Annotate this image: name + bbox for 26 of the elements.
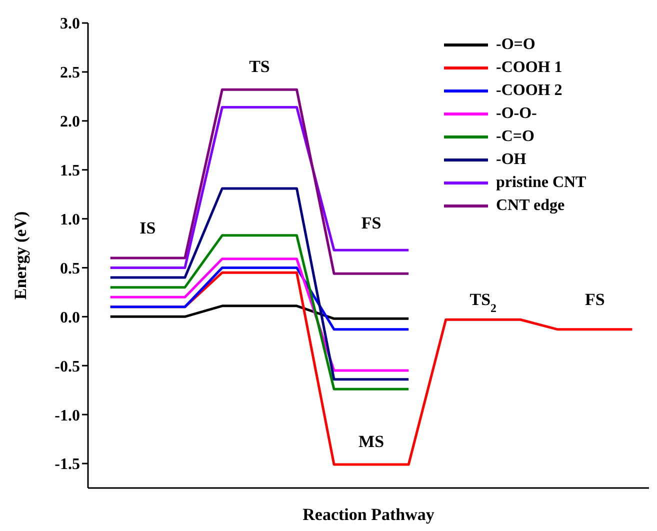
y-tick-label: 1.0	[60, 211, 80, 228]
y-tick-label: 2.5	[60, 64, 80, 82]
y-tick-label: -1.0	[54, 407, 80, 424]
legend-label: -COOH 2	[496, 82, 562, 100]
annotation: FS	[585, 290, 605, 309]
annotation: TS$_{2}$	[470, 290, 497, 315]
legend-label: pristine CNT	[496, 174, 586, 192]
y-tick-label: 1.5	[60, 162, 80, 180]
legend-label: CNT edge	[496, 197, 565, 215]
legend-label: -O=O	[496, 36, 536, 54]
y-tick-label: 0.0	[60, 309, 80, 326]
y-axis-title: Energy (eV)	[11, 211, 30, 300]
legend-label: -COOH 1	[496, 59, 562, 77]
y-tick-label: 2.0	[60, 114, 80, 131]
y-tick-label: 3.0	[60, 16, 80, 33]
y-tick-label: -0.5	[54, 358, 80, 376]
annotation: TS	[249, 56, 270, 76]
x-axis-title: Reaction Pathway	[302, 505, 435, 524]
legend-label: -O-O-	[496, 105, 537, 123]
y-tick-label: -1.5	[54, 456, 80, 474]
annotation: IS	[140, 218, 156, 238]
annotation: FS	[361, 214, 382, 233]
annotation: MS	[358, 432, 384, 451]
legend-label: -C=O	[496, 128, 534, 146]
legend-label: -OH	[496, 151, 526, 169]
y-tick-label: 0.5	[60, 260, 80, 278]
